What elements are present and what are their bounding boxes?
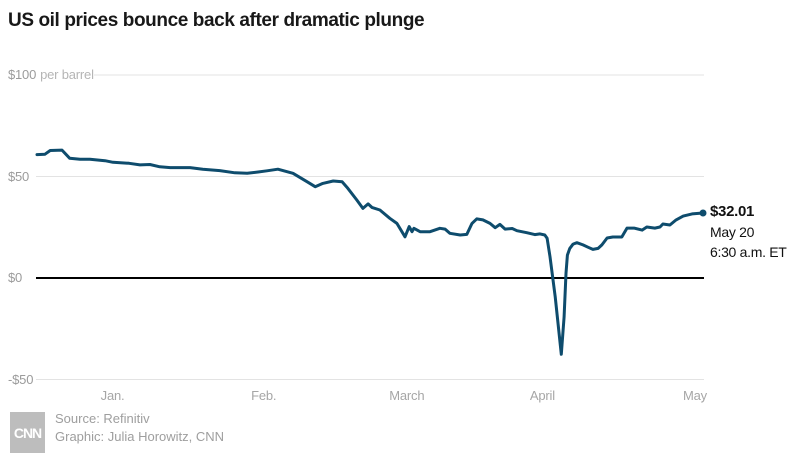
source-line: Source: Refinitiv bbox=[55, 411, 150, 426]
latest-price-annotation: $32.01 May 20 6:30 a.m. ET bbox=[710, 202, 787, 262]
cnn-logo: CNN bbox=[10, 412, 45, 453]
x-tick-may: May bbox=[682, 388, 707, 403]
latest-price-time: 6:30 a.m. ET bbox=[710, 244, 787, 260]
y-tick--$50: -$50 bbox=[8, 372, 33, 387]
latest-price-value: $32.01 bbox=[710, 203, 755, 220]
x-tick-march: March bbox=[389, 388, 425, 403]
x-tick-jan: Jan. bbox=[100, 388, 125, 403]
credits: Source: Refinitiv Graphic: Julia Horowit… bbox=[55, 410, 224, 445]
y-tick-$0: $0 bbox=[8, 270, 22, 285]
y-tick-label: $0 bbox=[8, 270, 23, 285]
y-tick-$100: $100 per barrel bbox=[8, 67, 94, 82]
y-tick-label: -$50 bbox=[8, 371, 34, 387]
page-title: US oil prices bounce back after dramatic… bbox=[8, 10, 425, 31]
y-tick-$50: $50 bbox=[8, 169, 29, 184]
latest-price-date: May 20 bbox=[710, 224, 755, 240]
x-tick-april: April bbox=[529, 388, 555, 403]
y-tick-label: $100 bbox=[8, 67, 37, 82]
y-axis-unit-label: per barrel bbox=[40, 67, 94, 82]
credit-line: Graphic: Julia Horowitz, CNN bbox=[55, 428, 225, 444]
price-line bbox=[35, 148, 705, 356]
x-tick-feb: Feb. bbox=[251, 388, 277, 403]
endpoint-dot bbox=[699, 209, 707, 217]
y-tick-label: $50 bbox=[8, 168, 30, 184]
